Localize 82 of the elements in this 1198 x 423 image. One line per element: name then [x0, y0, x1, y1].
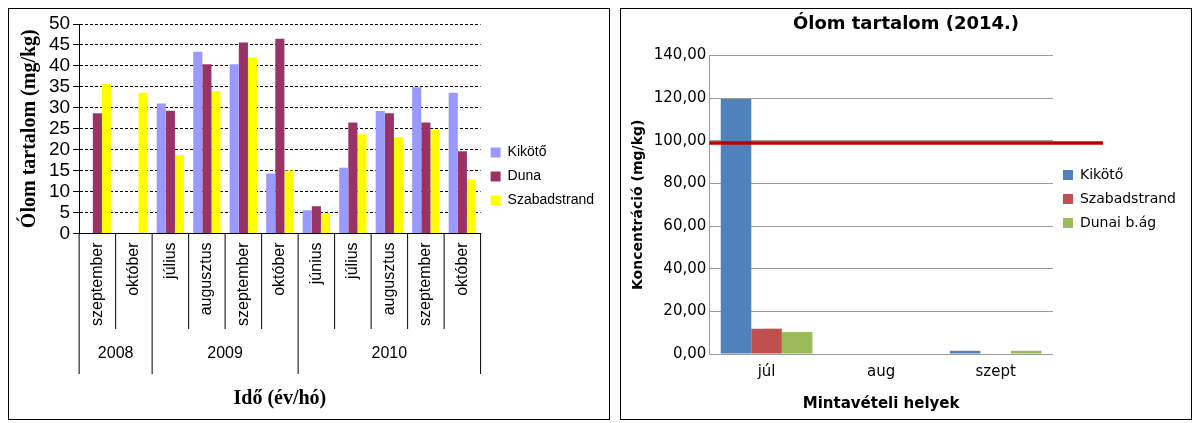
- bar: [92, 113, 102, 233]
- x-tick-label: július: [160, 242, 178, 280]
- bar: [238, 42, 248, 233]
- y-tick-label: 10: [48, 179, 71, 201]
- y-tick-label: 45: [48, 33, 71, 55]
- y-tick-label: 40,00: [663, 258, 707, 277]
- y-tick-label: 50: [48, 12, 71, 34]
- bar: [421, 122, 431, 233]
- bar: [156, 103, 166, 233]
- x-tick-label: augusztus: [379, 242, 397, 316]
- text: 2009: [207, 344, 244, 362]
- y-tick-label: 40: [48, 54, 71, 76]
- bar: [457, 151, 467, 233]
- bar: [247, 57, 258, 233]
- bar: [202, 64, 212, 233]
- bar: [229, 64, 239, 233]
- x-tick-label: augusztus: [197, 242, 215, 316]
- x-tick-label: október: [452, 241, 470, 296]
- x-tick-label: július: [343, 242, 361, 280]
- y-tick-label: 25: [48, 116, 71, 138]
- legend-label: Duna: [507, 167, 542, 184]
- bar: [138, 92, 148, 233]
- bar: [211, 91, 221, 233]
- x-tick-label: júl: [756, 361, 776, 380]
- x-tick-label: október: [124, 241, 142, 296]
- text: 2010: [371, 344, 408, 362]
- bar: [101, 83, 112, 233]
- legend-label: Szabadstrand: [1079, 189, 1176, 206]
- legend-label: Dunai b.ág: [1079, 213, 1157, 230]
- bar: [284, 170, 294, 233]
- y-tick-label: 120,00: [653, 88, 707, 107]
- legend-label: Szabadstrand: [507, 191, 595, 208]
- x-tick-label: szeptember: [416, 241, 434, 326]
- y-tick-label: 30: [48, 96, 71, 117]
- bar: [1010, 350, 1042, 354]
- bar: [393, 137, 404, 233]
- bar: [412, 87, 422, 233]
- x-axis-title: Idő (év/hó): [233, 386, 327, 410]
- y-tick-label: 20,00: [663, 301, 707, 320]
- y-axis-title: Ólom tartalom (mg/kg): [16, 29, 41, 229]
- y-tick-label: 15: [48, 158, 71, 180]
- bar: [751, 328, 782, 354]
- bar: [320, 212, 331, 233]
- x-tick-label: október: [270, 241, 288, 296]
- y-tick-label: 100,00: [653, 130, 707, 149]
- bar: [193, 51, 203, 233]
- bar: [339, 167, 349, 233]
- bar: [949, 350, 981, 354]
- bar: [448, 92, 458, 233]
- bar: [430, 129, 440, 233]
- bar: [348, 122, 358, 233]
- x-tick-label: szeptember: [233, 241, 251, 326]
- legend-label: Kikötő: [507, 143, 547, 160]
- bar: [266, 173, 276, 233]
- bar: [302, 210, 312, 233]
- y-tick-label: 0: [59, 221, 71, 243]
- x-tick-label: aug: [867, 361, 896, 380]
- bar: [275, 38, 285, 233]
- x-tick-label: szept: [975, 361, 1016, 380]
- x-axis-title: Mintavételi helyek: [802, 393, 961, 412]
- y-tick-label: 5: [59, 200, 71, 222]
- bar: [781, 332, 813, 354]
- x-tick-label: szeptember: [87, 241, 105, 326]
- y-tick-label: 35: [48, 75, 71, 97]
- y-tick-label: 20: [48, 137, 71, 159]
- bar: [174, 155, 185, 233]
- bar: [357, 134, 367, 233]
- y-tick-label: 140,00: [653, 45, 707, 64]
- bar: [720, 99, 752, 354]
- y-tick-label: 0,00: [672, 343, 707, 362]
- bar: [311, 206, 321, 233]
- bar: [384, 113, 394, 233]
- y-axis-title: Koncentráció (mg/kg): [629, 119, 646, 291]
- bar: [375, 111, 385, 233]
- bar: [466, 179, 477, 233]
- y-tick-label: 60,00: [663, 216, 707, 234]
- bar: [165, 110, 175, 233]
- chart-title: Ólom tartalom (2014.): [792, 12, 1020, 34]
- y-tick-label: 80,00: [663, 173, 707, 192]
- legend-label: Kikötő: [1079, 165, 1124, 182]
- text: 2008: [97, 344, 134, 362]
- x-tick-label: június: [306, 242, 324, 286]
